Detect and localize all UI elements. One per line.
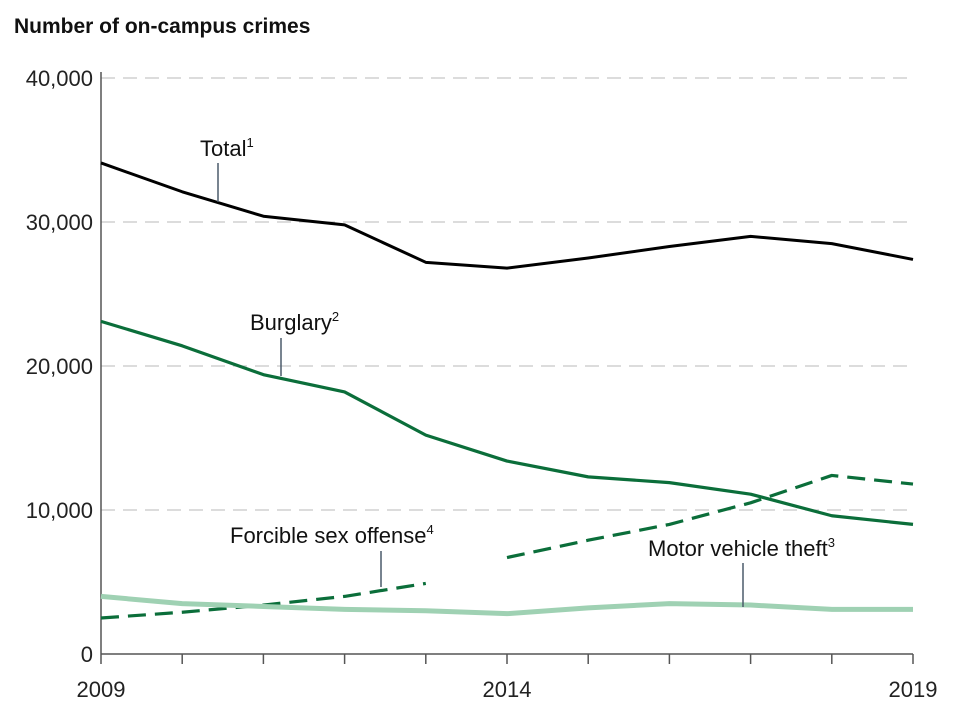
y-tick-label: 10,000	[26, 498, 93, 523]
y-tick-label: 40,000	[26, 66, 93, 91]
series-line-total	[100, 161, 914, 270]
series-label: Forcible sex offense4	[230, 522, 434, 548]
y-tick-label: 20,000	[26, 354, 93, 379]
y-tick-label: 0	[81, 642, 93, 667]
x-tick-label: 2019	[889, 677, 938, 702]
y-tick-label: 30,000	[26, 210, 93, 235]
series-line-motor-vehicle-theft	[100, 593, 913, 617]
series-label: Total1	[200, 135, 254, 161]
series-label: Motor vehicle theft3	[648, 535, 835, 561]
series-label: Burglary2	[250, 309, 339, 335]
x-tick-label: 2014	[483, 677, 532, 702]
chart-title: Number of on-campus crimes	[14, 15, 310, 38]
series-line-burglary	[100, 319, 914, 526]
x-tick-label: 2009	[77, 677, 126, 702]
series-line-forcible-sex-offense	[506, 473, 914, 560]
